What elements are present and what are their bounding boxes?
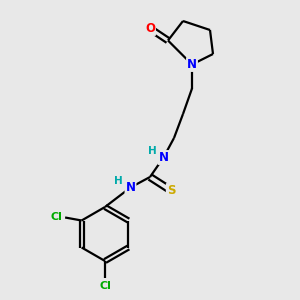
Text: N: N	[125, 181, 136, 194]
Text: N: N	[187, 58, 197, 71]
Text: S: S	[167, 184, 175, 197]
Text: N: N	[158, 151, 169, 164]
Text: O: O	[145, 22, 155, 35]
Text: Cl: Cl	[51, 212, 63, 222]
Text: H: H	[113, 176, 122, 186]
Text: H: H	[148, 146, 157, 156]
Text: Cl: Cl	[99, 281, 111, 291]
